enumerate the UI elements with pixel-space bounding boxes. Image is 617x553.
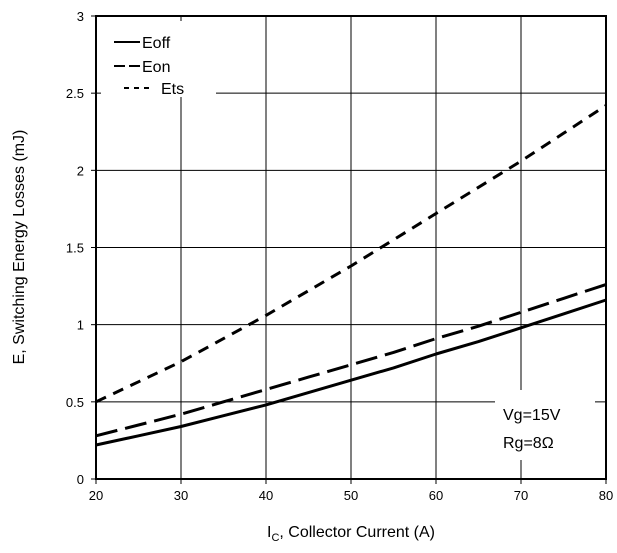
x-axis-title-rest: , Collector Current (A) bbox=[279, 524, 435, 541]
y-tick-label: 0 bbox=[77, 472, 84, 487]
y-tick-label: 2.5 bbox=[66, 86, 84, 101]
x-tick-label: 60 bbox=[429, 488, 443, 503]
y-tick-label: 1 bbox=[77, 318, 84, 333]
x-tick-label: 70 bbox=[514, 488, 528, 503]
x-tick-label: 20 bbox=[89, 488, 103, 503]
x-axis-title-subscript: C bbox=[271, 532, 279, 544]
legend-label-eon: Eon bbox=[142, 59, 170, 76]
x-tick-label: 80 bbox=[599, 488, 613, 503]
x-tick-label: 30 bbox=[174, 488, 188, 503]
y-tick-label: 0.5 bbox=[66, 395, 84, 410]
y-axis-ticks: 0 0.5 1 1.5 2 2.5 3 bbox=[66, 9, 96, 487]
y-axis-title: E, Switching Energy Losses (mJ) bbox=[11, 130, 28, 365]
x-axis-title: IC, Collector Current (A) bbox=[267, 524, 435, 544]
x-tick-label: 50 bbox=[344, 488, 358, 503]
x-axis-ticks: 20 30 40 50 60 70 80 bbox=[89, 479, 613, 503]
y-tick-label: 3 bbox=[77, 9, 84, 24]
y-tick-label: 2 bbox=[77, 163, 84, 178]
annotation-vg: Vg=15V bbox=[503, 407, 561, 424]
x-tick-label: 40 bbox=[259, 488, 273, 503]
legend-label-eoff: Eoff bbox=[142, 35, 171, 52]
legend-label-ets: Ets bbox=[161, 81, 184, 98]
annotation-rg: Rg=8Ω bbox=[503, 435, 554, 452]
y-tick-label: 1.5 bbox=[66, 241, 84, 256]
